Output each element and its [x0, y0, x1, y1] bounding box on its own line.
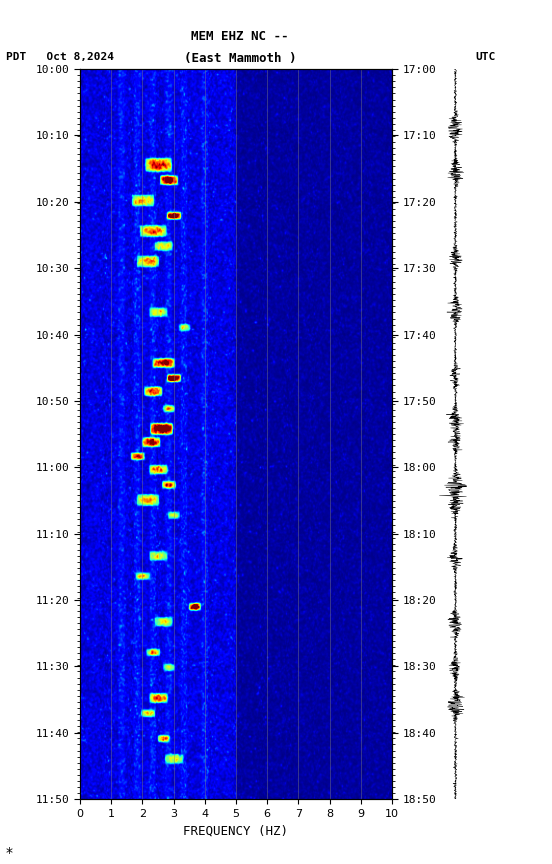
Text: MEM EHZ NC --: MEM EHZ NC -- [192, 30, 289, 43]
Text: PDT   Oct 8,2024: PDT Oct 8,2024 [6, 52, 114, 62]
X-axis label: FREQUENCY (HZ): FREQUENCY (HZ) [183, 824, 289, 837]
Text: (East Mammoth ): (East Mammoth ) [184, 52, 296, 65]
Text: *: * [6, 846, 13, 860]
Text: UTC: UTC [476, 52, 496, 62]
